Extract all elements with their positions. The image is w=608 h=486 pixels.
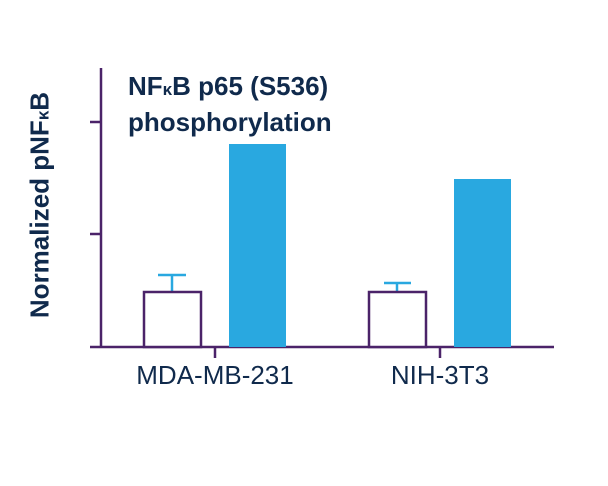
ylabel-kappa: κ [33, 110, 53, 121]
x-label-mda: MDA-MB-231 [136, 360, 294, 390]
title-text: NF [128, 71, 163, 101]
bar-nih-treated [454, 179, 511, 347]
chart-title: NFκB p65 (S536) phosphorylation [128, 70, 332, 138]
bar-mda-control [142, 290, 203, 349]
bar-nih-control [367, 290, 428, 349]
x-label-nih: NIH-3T3 [390, 360, 490, 390]
bar-mda-treated [229, 144, 286, 347]
title-kappa: κ [162, 80, 173, 99]
chart-title-line2: phosphorylation [128, 107, 332, 137]
title-text: B p65 (S536) [172, 71, 329, 101]
ylabel-text: Normalized pNF [24, 120, 55, 319]
chart-title-line1: NFκB p65 (S536) [128, 70, 332, 106]
ylabel-text: B [24, 91, 55, 111]
y-axis-label: Normalized pNFκB [25, 92, 56, 318]
